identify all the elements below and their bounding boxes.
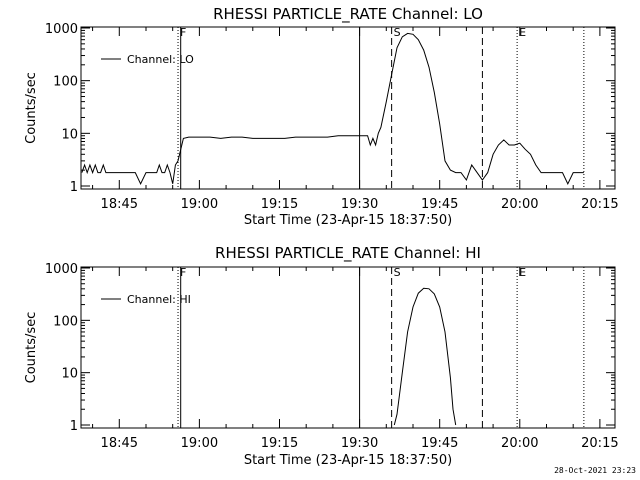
- series-line-channel-hi: [393, 287, 457, 426]
- flag-marker-label: E: [519, 266, 526, 279]
- y-tick-label: 1000: [45, 262, 78, 277]
- flag-marker-label: F: [180, 266, 186, 279]
- x-tick-label: 18:45: [101, 197, 138, 212]
- timestamp-label: 28-Oct-2021 23:23: [554, 466, 636, 475]
- y-tick-label: 1: [70, 180, 78, 195]
- x-tick-label: 19:30: [341, 436, 378, 451]
- y-tick-label: 1000: [45, 22, 78, 37]
- x-tick-label: 20:15: [581, 436, 618, 451]
- legend-label: Channel: HI: [127, 293, 191, 306]
- chart-panel-2: RHESSI PARTICLE_RATE Channel: HI 18:45 19:…: [24, 244, 619, 468]
- flag-marker-label: E: [519, 26, 526, 39]
- chart-title: RHESSI PARTICLE_RATE Channel: LO: [213, 5, 483, 24]
- plot-frame: [80, 266, 616, 429]
- y-tick-label: 100: [53, 75, 78, 90]
- x-tick-label: 18:45: [101, 436, 138, 451]
- y-axis-label: Counts/sec: [24, 72, 39, 144]
- plot-frame: [80, 26, 616, 190]
- x-tick-label: 20:00: [501, 197, 538, 212]
- x-tick-label: 19:00: [181, 197, 218, 212]
- x-axis-label: Start Time (23-Apr-15 18:37:50): [244, 453, 452, 468]
- chart-panel-1: RHESSI PARTICLE_RATE Channel: LO 18:45 19:…: [24, 5, 619, 228]
- series-line-channel-lo: [81, 32, 584, 185]
- y-tick-label: 10: [61, 127, 78, 142]
- y-tick-label: 1: [70, 419, 78, 434]
- x-tick-label: 19:00: [181, 436, 218, 451]
- y-axis-label: Counts/sec: [24, 312, 39, 384]
- flag-marker-label: F: [180, 26, 186, 39]
- x-tick-label: 20:00: [501, 436, 538, 451]
- x-tick-label: 19:45: [421, 197, 458, 212]
- x-tick-label: 20:15: [581, 197, 618, 212]
- x-tick-label: 19:15: [261, 197, 298, 212]
- y-tick-label: 10: [61, 367, 78, 382]
- x-tick-label: 19:15: [261, 436, 298, 451]
- chart-title: RHESSI PARTICLE_RATE Channel: HI: [215, 244, 481, 263]
- flag-marker-label: S: [394, 26, 401, 39]
- y-tick-label: 100: [53, 314, 78, 329]
- x-tick-label: 19:45: [421, 436, 458, 451]
- flag-marker-label: S: [394, 266, 401, 279]
- x-axis-label: Start Time (23-Apr-15 18:37:50): [244, 213, 452, 228]
- x-tick-label: 19:30: [341, 197, 378, 212]
- legend-label: Channel: LO: [127, 53, 194, 66]
